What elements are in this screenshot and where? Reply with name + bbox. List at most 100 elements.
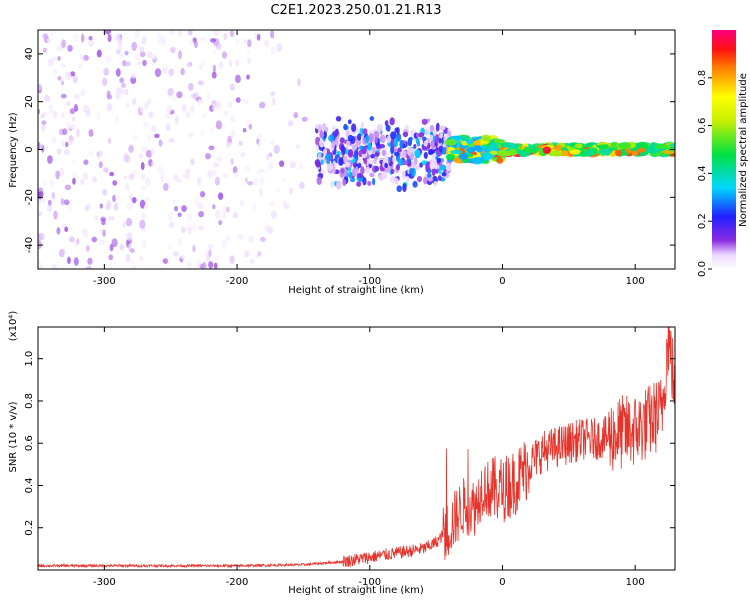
spectrogram-speckle xyxy=(129,193,133,201)
spectrogram-speckle xyxy=(232,211,238,219)
spectrogram-speckle xyxy=(180,226,186,234)
spectrogram-speckle xyxy=(108,216,115,221)
spectrogram-speckle xyxy=(264,39,269,48)
spectrogram-speckle xyxy=(295,143,300,150)
spectrogram-speckle xyxy=(331,140,336,149)
spectrogram-speckle xyxy=(108,262,114,268)
spectrogram-speckle xyxy=(38,240,42,250)
colorbar-label: Normalized spectral amplitude xyxy=(738,73,749,227)
spectrogram-speckle xyxy=(118,87,126,95)
spectrogram-speckle xyxy=(71,159,77,165)
spectrogram-speckle xyxy=(176,91,183,99)
spectrogram-speckle xyxy=(434,137,438,144)
spectrogram-y-label: Frequency (Hz) xyxy=(8,112,19,188)
x-tick-label: 100 xyxy=(626,276,645,287)
spectrogram-speckle xyxy=(105,55,112,64)
spectrogram-speckle xyxy=(60,112,65,118)
spectrogram-speckle xyxy=(440,164,447,171)
spectrogram-speckle xyxy=(49,178,54,188)
y-tick-label: 0.6 xyxy=(24,435,35,451)
spectrogram-speckle xyxy=(67,44,73,52)
spectrogram-speckle xyxy=(177,212,182,218)
spectrogram-speckle xyxy=(574,143,583,149)
spectrogram-speckle xyxy=(97,150,103,158)
spectrogram-speckle xyxy=(187,226,192,235)
spectrogram-speckle xyxy=(246,48,251,55)
spectrogram-speckle xyxy=(412,180,418,188)
spectrogram-speckle xyxy=(253,177,259,186)
spectrogram-speckle xyxy=(369,172,375,178)
spectrogram-speckle xyxy=(154,133,160,139)
spectrogram-speckle xyxy=(173,174,179,181)
x-tick-label: 0 xyxy=(499,276,505,287)
spectrogram-speckle xyxy=(444,139,457,146)
spectrogram-speckle xyxy=(287,120,294,127)
spectrogram-speckle xyxy=(65,121,72,130)
spectrogram-speckle xyxy=(147,51,153,59)
spectrogram-speckle xyxy=(154,68,162,78)
spectrogram-speckle xyxy=(78,63,82,70)
spectrogram-speckle xyxy=(123,175,127,180)
spectrogram-speckle xyxy=(356,173,363,179)
snr-y-ticks: 0.2 0.4 0.6 0.8 1.0 xyxy=(24,351,675,536)
spectrogram-x-ticks: -300 -200 -100 0 100 xyxy=(93,30,645,287)
spectrogram-speckle xyxy=(332,125,336,132)
spectrogram-speckle xyxy=(129,248,135,253)
spectrogram-speckle xyxy=(269,200,276,206)
spectrogram-speckle xyxy=(413,157,418,165)
spectrogram-speckle xyxy=(79,53,84,62)
spectrogram-speckle xyxy=(188,132,194,138)
spectrogram-speckle xyxy=(270,210,277,220)
spectrogram-speckle xyxy=(272,97,276,106)
spectrogram-speckle xyxy=(67,139,74,146)
spectrogram-speckle xyxy=(436,157,441,164)
spectrogram-speckle xyxy=(218,219,223,226)
spectrogram-speckle xyxy=(404,125,409,130)
spectrogram-speckle xyxy=(115,92,121,100)
spectrogram-speckle xyxy=(220,239,227,249)
spectrogram-speckle xyxy=(181,205,187,213)
spectrogram-speckle xyxy=(140,161,145,171)
spectrogram-speckle xyxy=(125,61,131,67)
spectrogram-speckle xyxy=(55,170,60,180)
spectrogram-speckle xyxy=(382,149,386,156)
spectrogram-speckle xyxy=(107,34,112,43)
colorbar-tick-label: 0.0 xyxy=(697,261,708,277)
spectrogram-speckle xyxy=(617,142,632,149)
spectrogram-speckle xyxy=(115,32,121,42)
spectrogram-speckle xyxy=(80,33,85,43)
spectrogram-speckle xyxy=(142,122,149,128)
spectrogram-speckle xyxy=(354,128,361,134)
spectrogram-speckle xyxy=(91,176,98,183)
spectrogram-speckle xyxy=(131,196,137,204)
spectrogram-speckle xyxy=(238,140,243,146)
spectrogram-speckle xyxy=(252,202,257,212)
spectrogram-speckle xyxy=(130,72,137,79)
spectrogram-speckle xyxy=(49,31,54,36)
spectrogram-speckle xyxy=(270,91,275,97)
spectrogram-speckle xyxy=(282,177,287,183)
spectrogram-speckle xyxy=(66,101,71,106)
spectrogram-speckle xyxy=(352,144,358,150)
spectrogram-speckle xyxy=(402,183,407,193)
spectrogram-speckle xyxy=(103,67,110,76)
spectrogram-speckle xyxy=(369,116,375,121)
spectrogram-speckle xyxy=(162,182,169,192)
spectrogram-speckle xyxy=(200,60,205,67)
spectrogram-speckle xyxy=(169,30,176,36)
spectrogram-speckle xyxy=(38,232,42,242)
spectrogram-speckle xyxy=(64,71,72,81)
spectrogram-speckle xyxy=(439,125,446,131)
spectrogram-speckle xyxy=(335,180,342,190)
spectrogram-speckle xyxy=(60,80,65,86)
spectrogram-speckle xyxy=(371,166,376,173)
spectrogram-speckle xyxy=(43,180,47,187)
spectrogram-speckle xyxy=(274,187,281,194)
spectrogram-speckle xyxy=(362,177,367,186)
spectrogram-speckle xyxy=(217,192,224,200)
spectrogram-speckle xyxy=(244,165,251,172)
spectrogram-speckle xyxy=(370,153,375,159)
spectrogram-speckle xyxy=(318,152,322,158)
spectrogram-speckle xyxy=(190,104,195,114)
